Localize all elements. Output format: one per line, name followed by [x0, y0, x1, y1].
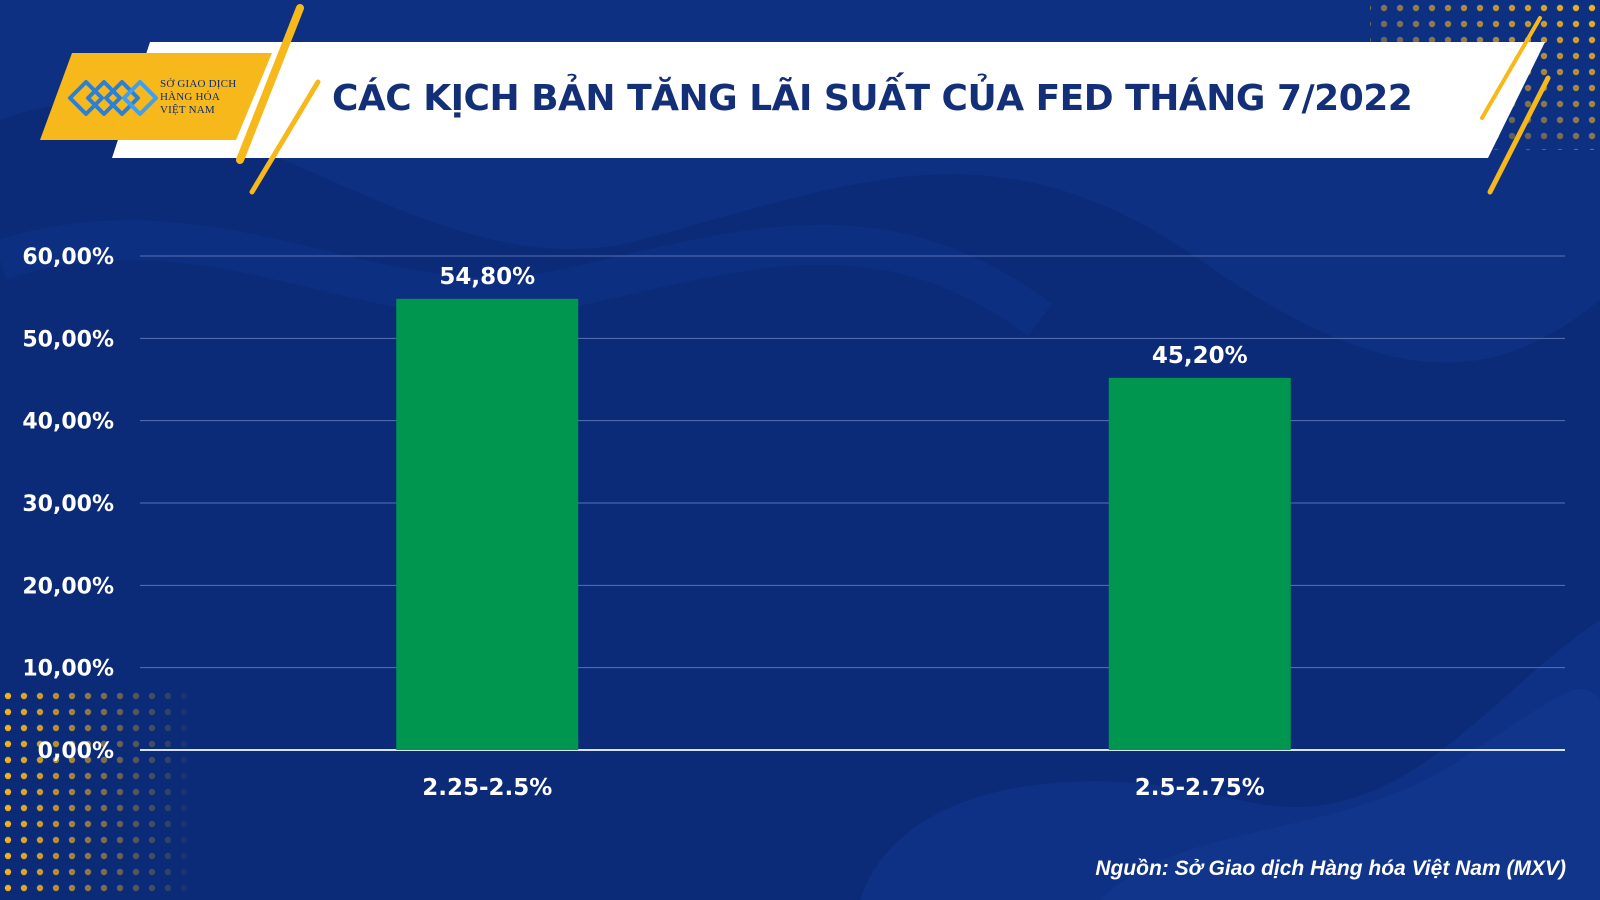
source-note: Nguồn: Sở Giao dịch Hàng hóa Việt Nam (M…	[1095, 857, 1566, 880]
x-tick-label: 2.25-2.5%	[422, 775, 552, 801]
y-tick-label: 10,00%	[22, 657, 114, 682]
y-tick-label: 0,00%	[38, 739, 114, 764]
y-axis-tick-labels: 0,00% 10,00% 20,00% 30,00% 40,00% 50,00% 60,00…	[22, 245, 114, 764]
chart-title: CÁC KỊCH BẢN TĂNG LÃI SUẤT CỦA FED THÁNG…	[332, 78, 1413, 119]
title-banner	[40, 4, 1551, 195]
logo-line-1: SỞ GIAO DỊCH	[160, 78, 237, 90]
y-tick-label: 40,00%	[22, 410, 114, 435]
logo-line-3: VIỆT NAM	[160, 104, 215, 116]
data-labels: 54,80% 45,20%	[439, 264, 1247, 369]
logo-line-2: HÀNG HÓA	[160, 91, 220, 103]
x-tick-label: 2.5-2.75%	[1135, 775, 1265, 801]
bar	[396, 298, 579, 750]
y-tick-label: 20,00%	[22, 574, 114, 599]
data-label: 45,20%	[1152, 343, 1248, 369]
data-label: 54,80%	[439, 264, 535, 290]
y-tick-label: 50,00%	[22, 327, 114, 352]
x-axis-tick-labels: 2.25-2.5% 2.5-2.75%	[422, 775, 1265, 801]
mxv-diamond-logo-icon	[68, 80, 158, 116]
bars	[396, 298, 1291, 750]
dot-pattern-bottom-left	[0, 690, 200, 900]
y-tick-label: 60,00%	[22, 245, 114, 270]
bar	[1108, 377, 1291, 750]
y-tick-label: 30,00%	[22, 492, 114, 517]
logo-text: SỞ GIAO DỊCH HÀNG HÓA VIỆT NAM	[160, 78, 260, 117]
gridlines	[140, 255, 1565, 751]
